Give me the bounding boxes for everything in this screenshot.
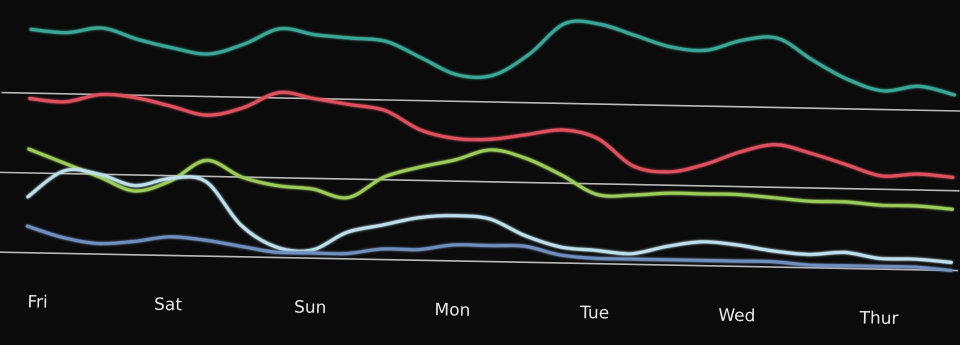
baselines bbox=[0, 91, 960, 272]
baseline-lower bbox=[0, 251, 959, 272]
x-tick-label-thur: Thur bbox=[858, 308, 898, 329]
x-tick-label-sun: Sun bbox=[294, 297, 327, 318]
series-line-teal bbox=[29, 19, 957, 97]
x-tick-label-mon: Mon bbox=[434, 300, 470, 321]
x-tick-label-fri: Fri bbox=[27, 292, 48, 312]
series-line-blue bbox=[25, 224, 953, 273]
x-tick-label-wed: Wed bbox=[718, 306, 755, 327]
series-layer bbox=[25, 19, 957, 273]
x-tick-label-tue: Tue bbox=[579, 303, 609, 324]
x-axis-tick-labels: Fri Sat Sun Mon Tue Wed Thur bbox=[27, 292, 898, 329]
x-tick-label-sat: Sat bbox=[154, 295, 183, 316]
baseline-upper bbox=[1, 91, 960, 112]
baseline-middle bbox=[0, 171, 960, 192]
series-line-light-blue bbox=[26, 167, 953, 265]
series-line-green bbox=[27, 147, 954, 211]
series-line-red bbox=[28, 90, 955, 179]
